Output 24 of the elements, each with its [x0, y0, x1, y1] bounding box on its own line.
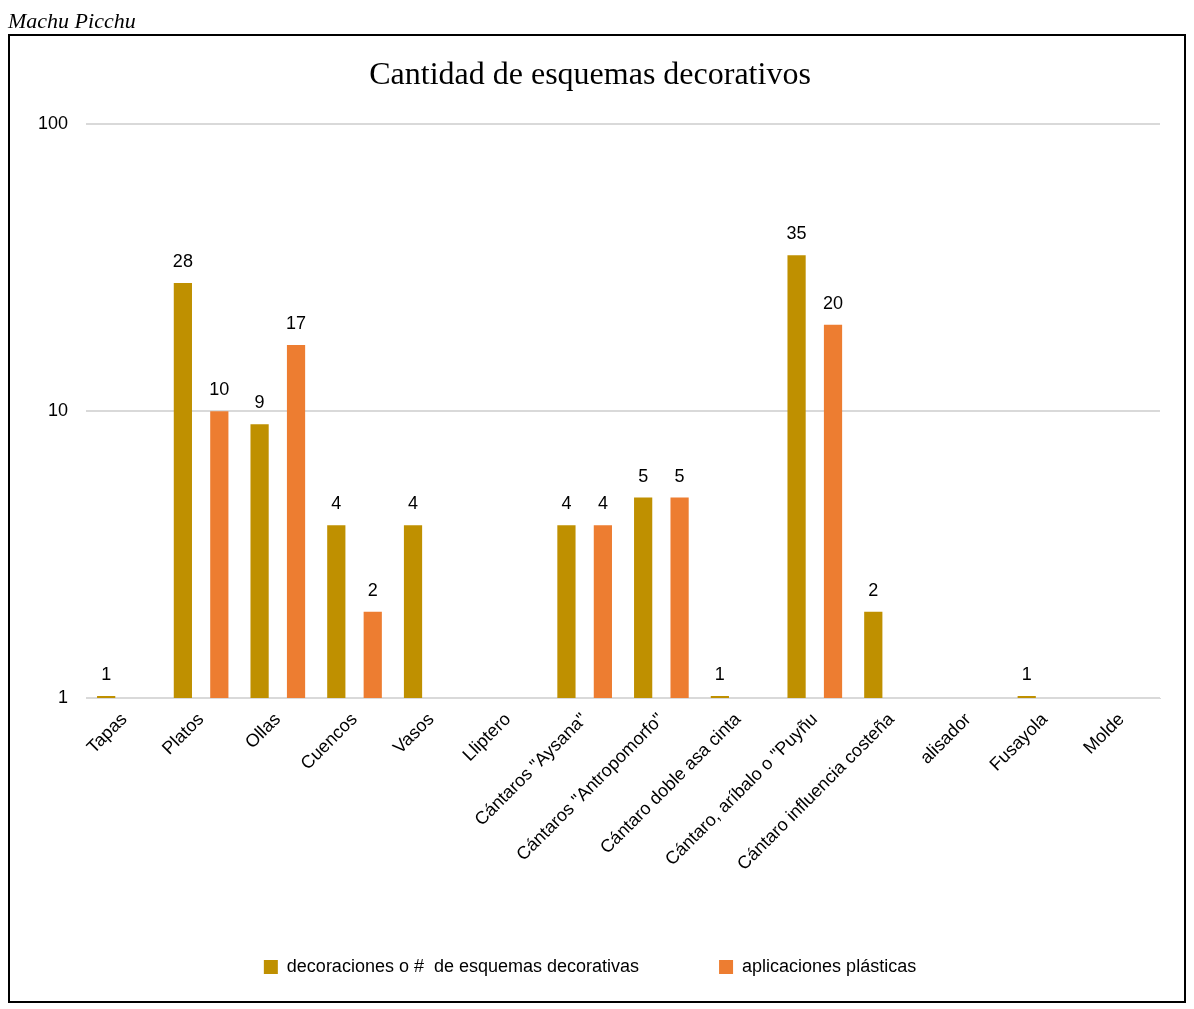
data-label: 4	[331, 493, 342, 514]
y-tick-label: 100	[37, 113, 69, 134]
data-label: 2	[367, 579, 378, 600]
data-label: 2	[868, 579, 879, 600]
data-label: 10	[209, 379, 230, 400]
data-label: 9	[254, 392, 265, 413]
chart-title: Cantidad de esquemas decorativos	[369, 54, 811, 91]
y-tick-label: 10	[48, 400, 69, 421]
y-tick-label: 1	[58, 686, 69, 707]
data-label: 17	[286, 313, 307, 334]
data-label: 4	[561, 493, 572, 514]
data-label: 5	[638, 465, 649, 486]
data-label: 4	[597, 493, 608, 514]
text: Machu Picchu	[8, 8, 137, 34]
data-label: 20	[823, 292, 844, 313]
data-label: 4	[408, 493, 419, 514]
legend-label: decoraciones o # de esquemas decorativas	[286, 955, 640, 976]
data-label: 35	[786, 223, 807, 244]
data-label: 1	[101, 663, 112, 684]
data-label: 1	[1021, 663, 1032, 684]
legend-label: aplicaciones plásticas	[742, 955, 917, 976]
data-label: 5	[674, 465, 685, 486]
data-label: 28	[172, 250, 193, 271]
data-label: 1	[714, 663, 725, 684]
